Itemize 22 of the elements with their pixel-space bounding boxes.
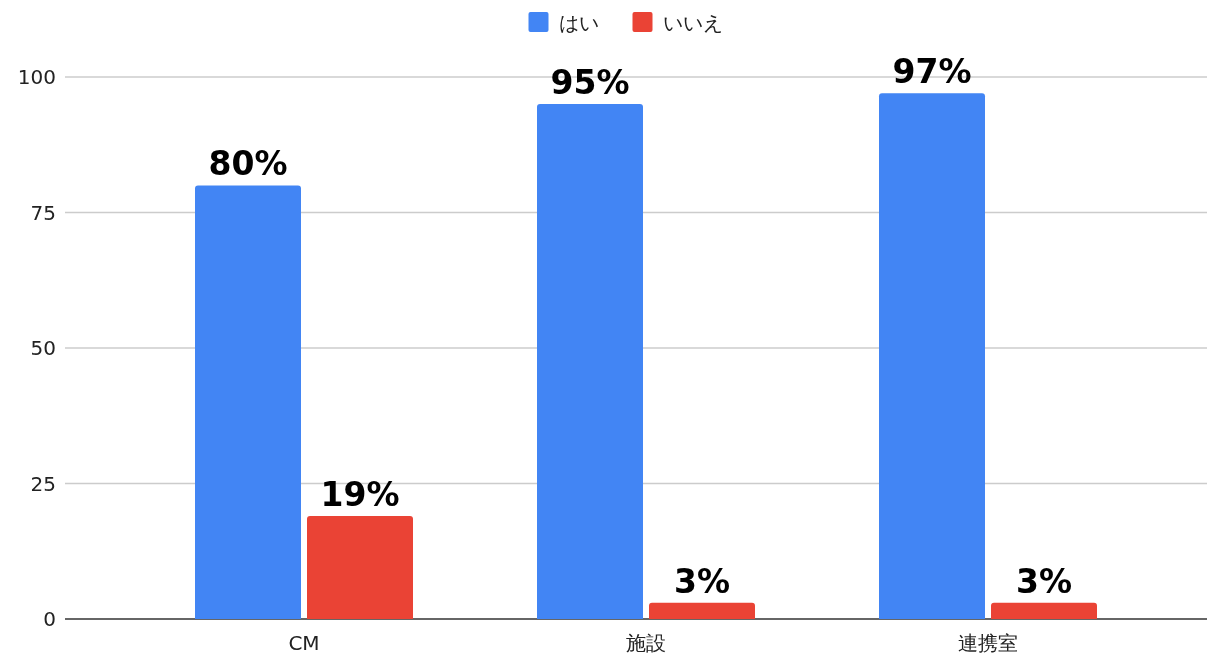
bar xyxy=(307,516,413,619)
data-label: 80% xyxy=(208,144,288,184)
bar xyxy=(879,93,985,619)
data-label: 19% xyxy=(320,475,400,515)
data-label: 97% xyxy=(892,52,972,92)
data-label: 95% xyxy=(550,63,630,103)
y-tick-label: 25 xyxy=(30,471,56,496)
y-tick-label: 50 xyxy=(30,336,56,360)
y-tick-label: 0 xyxy=(43,607,56,631)
legend-label: いいえ xyxy=(662,11,723,35)
data-label: 3% xyxy=(673,561,731,601)
data-label: 3% xyxy=(1015,561,1073,601)
bar xyxy=(991,602,1097,619)
x-tick-label: 連携室 xyxy=(958,631,1018,655)
y-tick-label: 100 xyxy=(17,65,56,89)
bar xyxy=(649,602,755,619)
bar xyxy=(195,185,301,619)
x-tick-label: CM xyxy=(288,631,320,655)
bar xyxy=(537,104,643,619)
legend-label: はい xyxy=(558,11,599,35)
x-tick-label: 施設 xyxy=(626,631,666,655)
y-tick-label: 75 xyxy=(30,200,56,225)
